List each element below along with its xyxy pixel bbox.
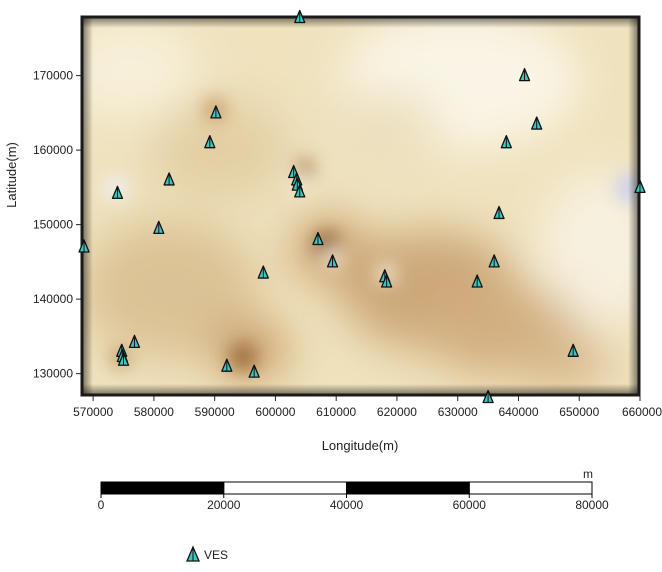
ves-marker: [312, 231, 324, 246]
ves-marker: [326, 254, 339, 268]
ves-marker: [221, 358, 233, 372]
y-tick-label: 170000: [33, 69, 73, 83]
x-tick-label: 570000: [73, 405, 113, 419]
x-tick-label: 610000: [316, 405, 356, 419]
ves-marker: [294, 184, 306, 198]
ves-marker: [204, 135, 216, 149]
x-tick-label: 590000: [195, 405, 235, 419]
scale-unit-label: m: [583, 467, 593, 481]
x-tick-label: 580000: [134, 405, 174, 419]
x-axis: 570000 580000 590000 600000 610000 620000 6300…: [73, 396, 662, 419]
ves-marker: [248, 364, 260, 378]
x-tick-label: 600000: [255, 405, 295, 419]
scale-tick-label: 60000: [453, 498, 487, 512]
x-tick-label: 630000: [438, 405, 478, 419]
ves-marker: [518, 67, 531, 82]
ves-marker: [153, 220, 165, 235]
ves-marker: [163, 172, 175, 186]
ves-marker: [482, 389, 494, 404]
scale-bar-segment: [468, 481, 593, 495]
legend: VES: [186, 545, 228, 562]
scale-tick-label: 40000: [330, 498, 364, 512]
scale-tick-label: 20000: [207, 498, 241, 512]
x-tick-label: 640000: [498, 405, 538, 419]
ves-marker: [128, 334, 141, 349]
scale-bar-segment: [100, 481, 225, 495]
x-tick-label: 650000: [559, 405, 599, 419]
y-axis-title: Latitude(m): [4, 142, 19, 208]
x-axis-title: Longitude(m): [322, 438, 399, 453]
scale-bar-segment: [346, 481, 470, 495]
ves-marker: [380, 274, 393, 288]
ves-marker: [78, 239, 90, 253]
ves-marker: [634, 179, 646, 194]
ves-marker: [210, 105, 222, 119]
scale-tick-label: 0: [98, 498, 105, 512]
ves-marker: [500, 135, 512, 149]
y-tick-label: 150000: [33, 218, 73, 232]
scale-bar: m 0 20000 40000 60000 80000: [98, 467, 609, 512]
ves-marker: [294, 9, 306, 24]
ves-marker: [117, 352, 130, 366]
ves-marker: [111, 185, 124, 199]
y-axis: 130000 140000 150000 160000 170000: [33, 69, 81, 381]
scale-bar-segment: [223, 481, 347, 495]
x-tick-label: 660000: [622, 405, 662, 419]
ves-marker: [531, 116, 543, 130]
y-tick-label: 130000: [33, 367, 73, 381]
ves-marker: [493, 205, 505, 220]
x-tick-label: 620000: [377, 405, 417, 419]
interpolated-surface: [81, 16, 640, 396]
y-tick-label: 140000: [33, 292, 73, 306]
map-frame: [80, 15, 641, 397]
y-tick-label: 160000: [33, 143, 73, 157]
ves-marker: [471, 274, 483, 288]
ves-marker: [488, 254, 500, 268]
scale-tick-label: 80000: [575, 498, 609, 512]
ves-marker: [567, 343, 579, 357]
legend-label: VES: [204, 548, 228, 562]
ves-markers: [78, 9, 646, 404]
ves-marker: [257, 265, 269, 279]
